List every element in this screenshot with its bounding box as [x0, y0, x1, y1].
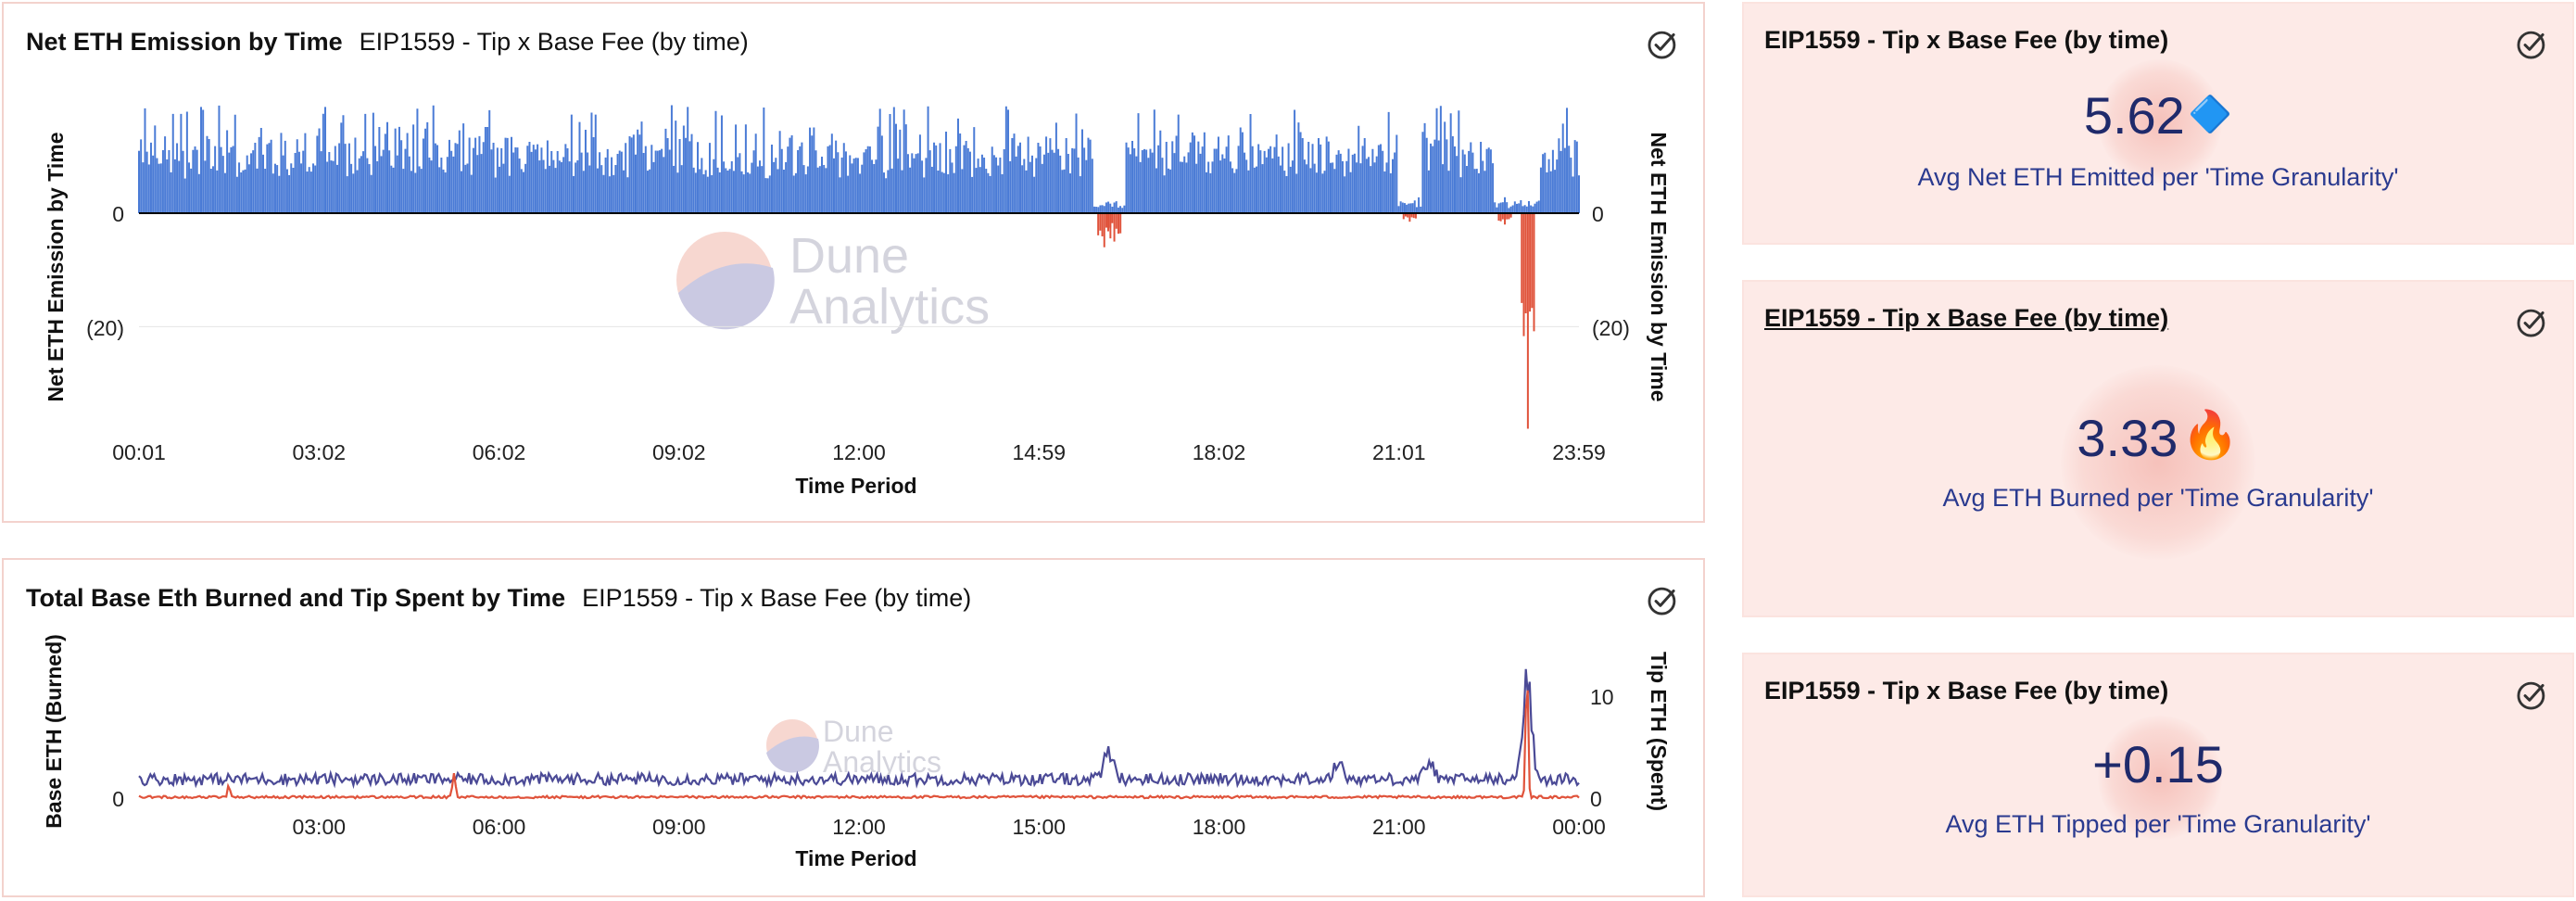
ytick-right-1: (20)	[1592, 316, 1630, 340]
kpi-card-net-emitted: EIP1559 - Tip x Base Fee (by time) 5.62 🔷…	[1742, 2, 2574, 245]
kpi-glow	[2098, 716, 2222, 840]
xtick-label: 23:59	[1552, 440, 1606, 464]
kpi-title[interactable]: EIP1559 - Tip x Base Fee (by time)	[1764, 26, 2169, 54]
check-icon[interactable]	[1646, 582, 1681, 617]
kpi-value-number: 3.33	[2077, 409, 2178, 467]
base-eth-line	[138, 668, 1580, 790]
chart-panel-burned-tip: Total Base Eth Burned and Tip Spent by T…	[2, 558, 1705, 897]
x-ticks: 03:00 06:00 09:00 12:00 15:00 18:00 21:00 00:00	[292, 815, 1605, 839]
kpi-card-tipped: EIP1559 - Tip x Base Fee (by time) +0.15…	[1742, 653, 2574, 897]
xtick-label: 12:00	[832, 815, 886, 839]
kpi-value: 5.62 🔷	[1744, 85, 2572, 146]
ytick-left-0: 0	[112, 787, 124, 811]
kpi-title[interactable]: EIP1559 - Tip x Base Fee (by time)	[1764, 677, 2169, 704]
y-axis-label-right: Tip ETH (Spent)	[1647, 652, 1671, 811]
x-axis-label: Time Period	[795, 474, 916, 498]
dune-watermark: Dune Analytics	[766, 715, 941, 779]
dune-logo-icon	[766, 719, 818, 771]
kpi-value-number: 5.62	[2083, 86, 2185, 145]
kpi-glow	[2061, 365, 2255, 560]
chart-title: Total Base Eth Burned and Tip Spent by T…	[26, 584, 971, 613]
chart-title-text: Total Base Eth Burned and Tip Spent by T…	[26, 584, 566, 612]
xtick-label: 06:02	[473, 440, 526, 464]
watermark-line2: Analytics	[823, 745, 941, 779]
burned-tip-chart: Dune Analytics 0 10 0 Base ETH (Burned) …	[42, 634, 1671, 870]
watermark-line2: Analytics	[789, 279, 990, 335]
chart-title: Net ETH Emission by Time EIP1559 - Tip x …	[26, 28, 749, 57]
xtick-label: 00:00	[1552, 815, 1606, 839]
chart-subtitle[interactable]: EIP1559 - Tip x Base Fee (by time)	[359, 28, 749, 56]
xtick-label: 12:00	[832, 440, 886, 464]
check-icon[interactable]	[2515, 304, 2550, 339]
tip-eth-line	[138, 690, 1580, 801]
check-icon[interactable]	[2515, 26, 2550, 61]
xtick-label: 21:01	[1372, 440, 1426, 464]
xtick-label: 21:00	[1372, 815, 1426, 839]
ytick-right-1: 0	[1590, 787, 1602, 811]
dune-watermark: Dune Analytics	[676, 228, 990, 335]
watermark-line1: Dune	[789, 228, 909, 284]
line-series	[138, 668, 1580, 801]
xtick-label: 09:00	[652, 815, 706, 839]
kpi-glow	[2098, 59, 2222, 184]
xtick-label: 18:00	[1193, 815, 1246, 839]
xtick-label: 03:00	[292, 815, 346, 839]
y-axis-label-right: Net ETH Emission by Time	[1647, 133, 1671, 402]
net-emission-chart: Dune Analytics 0 (20) 0 (20) Net ETH Emi…	[44, 105, 1671, 498]
x-ticks: 00:01 03:02 06:02 09:02 12:00 14:59 18:02 21:01…	[112, 440, 1606, 464]
kpi-value: +0.15	[2092, 735, 2224, 793]
ytick-right-0: 0	[1592, 202, 1604, 226]
check-icon[interactable]	[2515, 677, 2550, 712]
ytick-left-1: (20)	[86, 316, 124, 340]
chart-title-text: Net ETH Emission by Time	[26, 28, 343, 56]
watermark-line1: Dune	[823, 715, 894, 748]
blue-diamond-icon: 🔷	[2188, 95, 2233, 134]
kpi-value: 3.33🔥	[1744, 408, 2572, 468]
chart-panel-net-emission: Net ETH Emission by Time EIP1559 - Tip x …	[2, 2, 1705, 523]
xtick-label: 00:01	[112, 440, 166, 464]
xtick-label: 14:59	[1012, 440, 1066, 464]
fire-icon: 🔥	[2181, 409, 2240, 461]
dune-logo-icon	[676, 232, 773, 328]
xtick-label: 09:02	[652, 440, 706, 464]
ytick-right-0: 10	[1590, 685, 1614, 709]
bar-series	[138, 105, 1580, 429]
xtick-label: 03:02	[292, 440, 346, 464]
y-axis-label-left: Base ETH (Burned)	[42, 634, 66, 829]
kpi-title[interactable]: EIP1559 - Tip x Base Fee (by time)	[1764, 304, 2169, 332]
ytick-left-0: 0	[112, 202, 124, 226]
kpi-label: Avg ETH Tipped per 'Time Granularity'	[1945, 810, 2371, 838]
xtick-label: 18:02	[1193, 440, 1246, 464]
kpi-card-burned: EIP1559 - Tip x Base Fee (by time) 3.33🔥…	[1742, 280, 2574, 617]
kpi-label: Avg Net ETH Emitted per 'Time Granularit…	[1917, 163, 2399, 191]
x-axis-label: Time Period	[795, 846, 916, 870]
check-icon[interactable]	[1646, 26, 1681, 61]
xtick-label: 06:00	[473, 815, 526, 839]
xtick-label: 15:00	[1012, 815, 1066, 839]
y-axis-label-left: Net ETH Emission by Time	[44, 133, 68, 402]
chart-subtitle[interactable]: EIP1559 - Tip x Base Fee (by time)	[582, 584, 972, 612]
kpi-label: Avg ETH Burned per 'Time Granularity'	[1942, 484, 2374, 512]
